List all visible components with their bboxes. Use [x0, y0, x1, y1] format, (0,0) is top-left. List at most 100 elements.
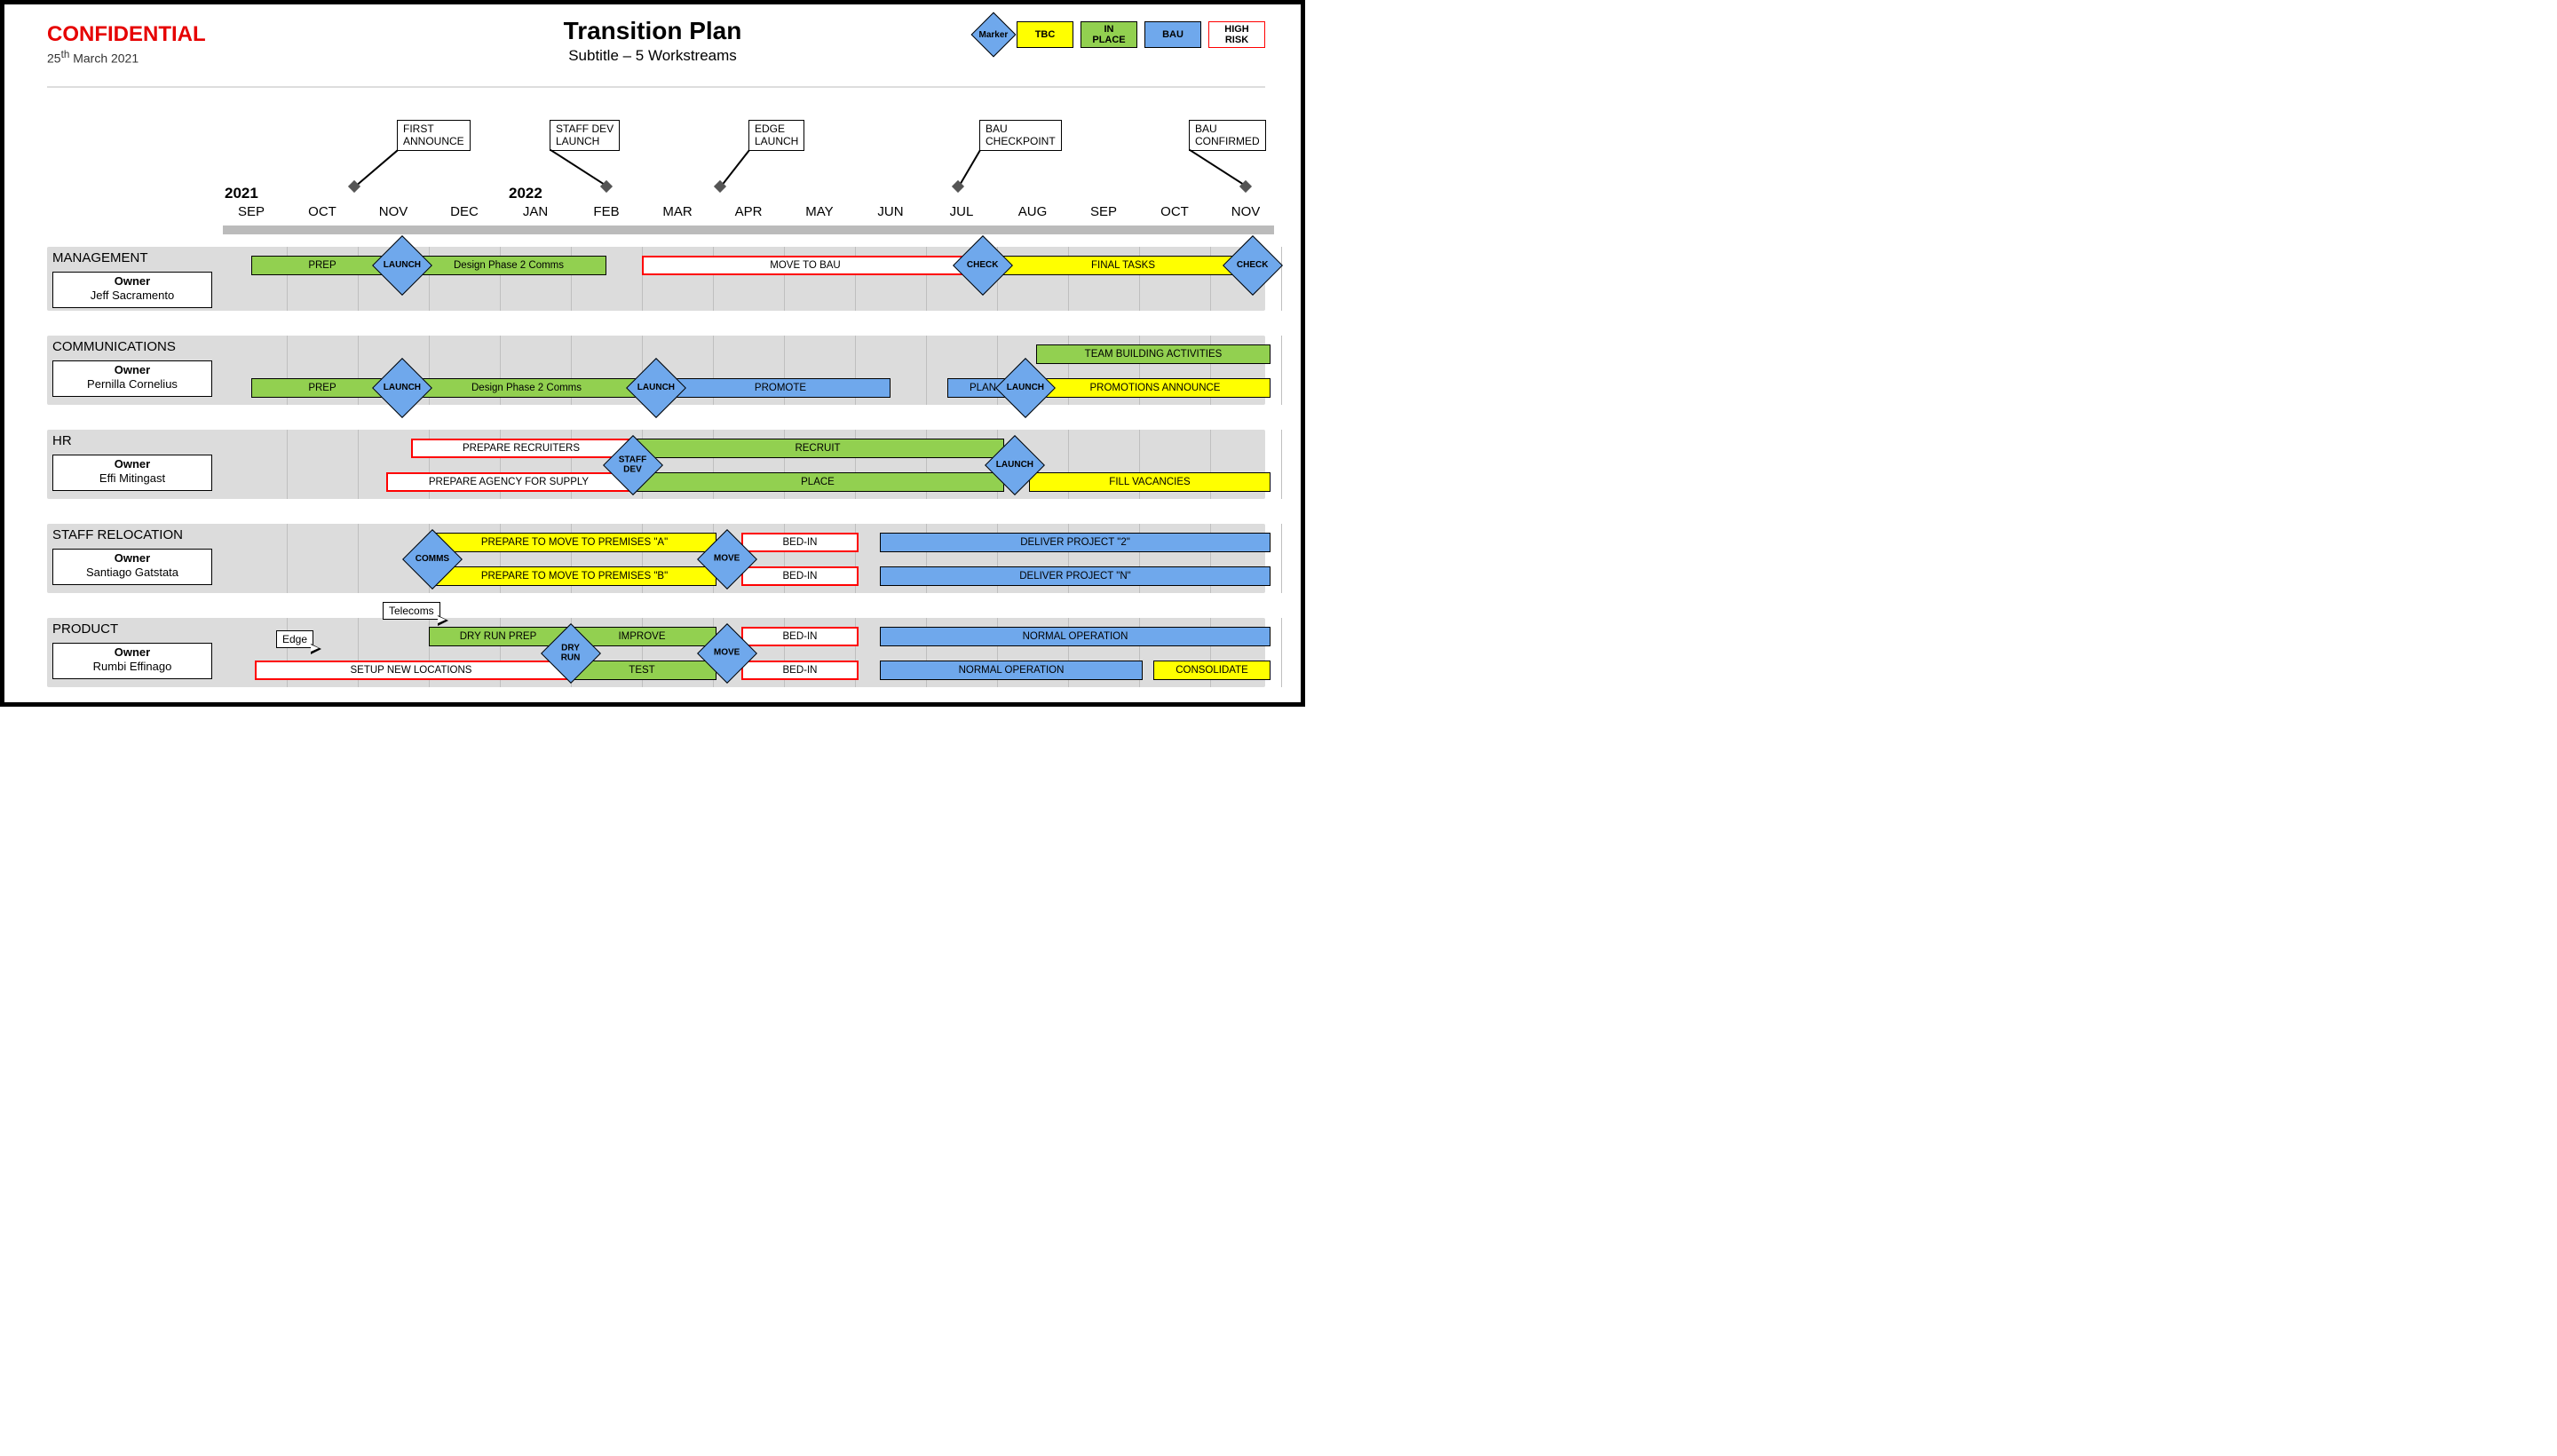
task-bar: MOVE TO BAU	[642, 256, 969, 275]
month-label: DEC	[438, 204, 491, 219]
task-bar: NORMAL OPERATION	[880, 661, 1143, 680]
task-bar: DELIVER PROJECT "N"	[880, 566, 1271, 586]
legend-highrisk: HIGHRISK	[1208, 21, 1265, 48]
gridline	[358, 430, 359, 499]
top-marker-label: STAFF DEVLAUNCH	[550, 120, 620, 151]
task-bar: PROMOTE	[670, 378, 891, 398]
owner-box: OwnerRumbi Effinago	[52, 643, 212, 679]
task-bar: BED-IN	[741, 566, 859, 586]
month-labels: SEP2021OCTNOVDECJAN2022FEBMARAPRMAYJUNJU…	[47, 204, 1265, 224]
milestone-label: CHECK	[967, 261, 999, 271]
callout-tail-inner	[311, 645, 319, 652]
year-label: 2021	[225, 185, 278, 202]
gridline	[1281, 336, 1282, 405]
top-marker: STAFF DEVLAUNCH	[550, 120, 620, 151]
month-label: APR	[722, 204, 775, 219]
header-divider	[47, 86, 1265, 88]
top-marker-stem	[550, 149, 607, 186]
gridline	[358, 524, 359, 593]
milestone-label: LAUNCH	[637, 384, 675, 393]
task-bar: PREPARE TO MOVE TO PREMISES "A"	[432, 533, 716, 552]
task-bar: FINAL TASKS	[1001, 256, 1246, 275]
legend-bau: BAU	[1144, 21, 1201, 48]
task-bar: BED-IN	[741, 661, 859, 680]
gridline	[1281, 618, 1282, 687]
milestone-label: LAUNCH	[383, 384, 420, 393]
month-label: JUN	[864, 204, 917, 219]
task-bar: PREPARE TO MOVE TO PREMISES "B"	[432, 566, 716, 586]
callout-tail-inner	[438, 616, 446, 623]
task-bar: NORMAL OPERATION	[880, 627, 1271, 646]
swimlane: COMMUNICATIONSOwnerPernilla CorneliusPRE…	[47, 336, 1265, 405]
lane-title: COMMUNICATIONS	[52, 339, 176, 354]
month-label: JUL	[935, 204, 988, 219]
owner-label: Owner	[53, 645, 211, 660]
milestone-label: LAUNCH	[1007, 384, 1044, 393]
owner-label: Owner	[53, 274, 211, 289]
month-label: NOV	[1219, 204, 1272, 219]
task-bar: SETUP NEW LOCATIONS	[255, 661, 567, 680]
legend-marker-label: Marker	[979, 30, 1009, 40]
month-label: AUG	[1006, 204, 1059, 219]
top-marker-stem	[354, 149, 398, 186]
swimlane: STAFF RELOCATION OwnerSantiago Gatstata PR…	[47, 524, 1265, 593]
top-marker: BAUCONFIRMED	[1189, 120, 1266, 151]
legend: Marker TBC INPLACE BAU HIGHRISK	[978, 19, 1265, 51]
month-label: FEB	[580, 204, 633, 219]
month-label: SEP	[1077, 204, 1130, 219]
transition-plan-page: CONFIDENTIAL 25th March 2021 Transition …	[0, 0, 1305, 707]
milestone-label: CHECK	[1237, 261, 1269, 271]
legend-marker: Marker	[971, 12, 1017, 58]
callout: Telecoms	[383, 602, 440, 620]
task-bar: CONSOLIDATE	[1153, 661, 1271, 680]
top-marker-label: FIRSTANNOUNCE	[397, 120, 471, 151]
month-label: OCT	[1148, 204, 1201, 219]
month-label: SEP	[225, 204, 278, 219]
month-label: JAN	[509, 204, 562, 219]
top-marker: EDGELAUNCH	[748, 120, 804, 151]
swimlane: PRODUCTOwnerRumbi EffinagoDRY RUN PREPIM…	[47, 618, 1265, 687]
lane-title: STAFF RELOCATION	[52, 527, 183, 542]
owner-name: Rumbi Effinago	[53, 660, 211, 674]
owner-name: Pernilla Cornelius	[53, 377, 211, 392]
year-label: 2022	[509, 185, 562, 202]
milestone-label: STAFFDEV	[619, 455, 646, 474]
task-bar: Design Phase 2 Comms	[411, 256, 606, 275]
task-bar: PREPARE RECRUITERS	[411, 439, 631, 458]
lane-title: HR	[52, 433, 72, 448]
axis-bar	[223, 226, 1274, 234]
legend-inplace: INPLACE	[1081, 21, 1137, 48]
owner-box: OwnerSantiago Gatstata	[52, 549, 212, 585]
swimlane: HROwnerEffi MitingastPREPARE RECRUITERSP…	[47, 430, 1265, 499]
top-marker-label: BAUCONFIRMED	[1189, 120, 1266, 151]
task-bar: PREPARE AGENCY FOR SUPPLY	[386, 472, 631, 492]
gridline	[1281, 430, 1282, 499]
owner-label: Owner	[53, 551, 211, 566]
task-bar: TEAM BUILDING ACTIVITIES	[1036, 344, 1271, 364]
gridline	[287, 524, 288, 593]
task-bar: FILL VACANCIES	[1029, 472, 1271, 492]
lane-title: PRODUCT	[52, 621, 118, 637]
milestone-label: LAUNCH	[996, 461, 1033, 471]
gridline	[1281, 524, 1282, 593]
milestone-label: DRYRUN	[561, 644, 581, 662]
month-label: NOV	[367, 204, 420, 219]
owner-box: OwnerJeff Sacramento	[52, 272, 212, 308]
milestone-label: COMMS	[416, 555, 449, 565]
lane-title: MANAGEMENT	[52, 250, 148, 265]
month-label: MAR	[651, 204, 704, 219]
top-marker-stem	[958, 150, 980, 187]
task-bar: DELIVER PROJECT "2"	[880, 533, 1271, 552]
milestone-label: MOVE	[714, 649, 740, 659]
milestone-label: MOVE	[714, 555, 740, 565]
month-label: OCT	[296, 204, 349, 219]
timeline: SEP2021OCTNOVDECJAN2022FEBMARAPRMAYJUNJU…	[47, 204, 1265, 692]
legend-tbc: TBC	[1017, 21, 1073, 48]
top-marker-stem	[1189, 149, 1247, 186]
callout: Edge	[276, 630, 313, 648]
task-bar: BED-IN	[741, 627, 859, 646]
owner-name: Effi Mitingast	[53, 471, 211, 486]
gridline	[287, 430, 288, 499]
task-bar: RECRUIT	[631, 439, 1004, 458]
task-bar: DRY RUN PREP	[429, 627, 567, 646]
